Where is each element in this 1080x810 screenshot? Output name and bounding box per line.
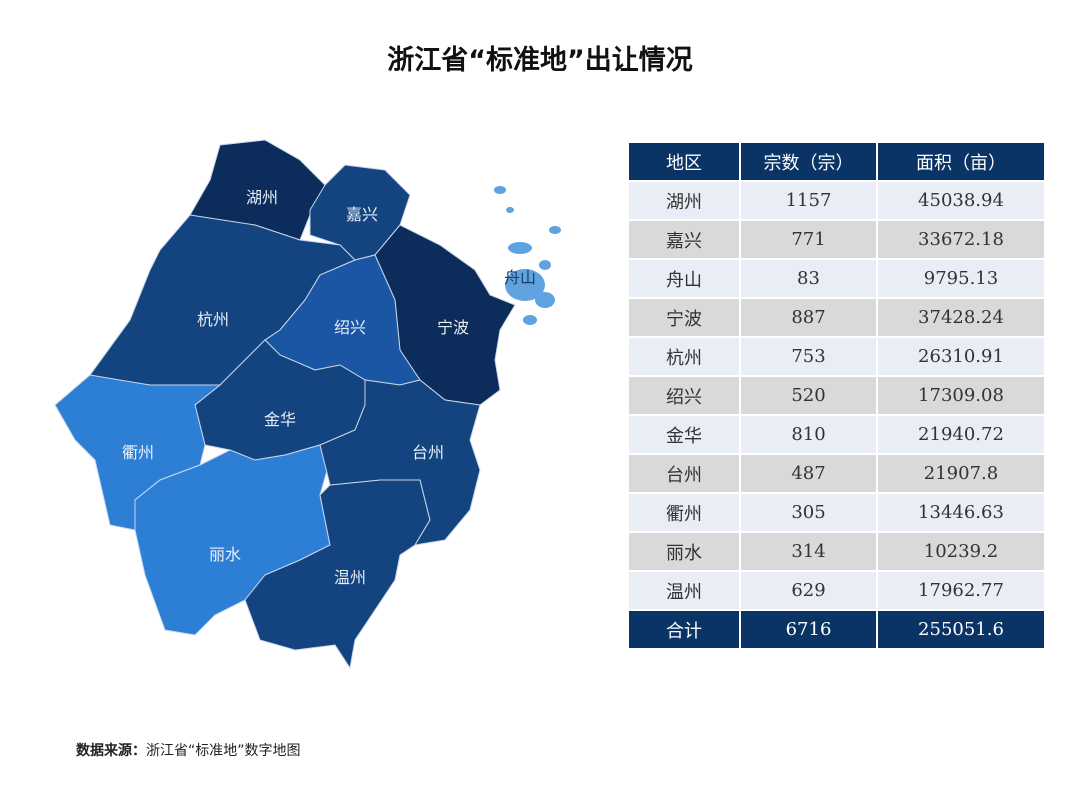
label-quzhou: 衢州	[122, 443, 154, 462]
label-jiaxing: 嘉兴	[346, 205, 378, 224]
table-row: 湖州 1157 45038.94	[627, 180, 1046, 221]
cell-count: 629	[739, 570, 878, 611]
cell-area: 17962.77	[876, 570, 1046, 611]
label-wenzhou: 温州	[334, 568, 366, 587]
cell-area: 21907.8	[876, 453, 1046, 494]
cell-region: 嘉兴	[627, 219, 741, 260]
table-row: 杭州 753 26310.91	[627, 336, 1046, 377]
cell-region: 绍兴	[627, 375, 741, 416]
label-ningbo: 宁波	[437, 318, 469, 337]
cell-area: 255051.6	[876, 609, 1046, 650]
cell-region: 台州	[627, 453, 741, 494]
cell-area: 13446.63	[876, 492, 1046, 533]
label-taizhou: 台州	[412, 443, 444, 462]
cell-area: 17309.08	[876, 375, 1046, 416]
region-taizhou	[319, 379, 481, 546]
data-source: 数据来源：浙江省“标准地”数字地图	[76, 740, 301, 760]
page-title: 浙江省“标准地”出让情况	[387, 45, 693, 76]
table-header-row: 地区 宗数（宗） 面积（亩）	[627, 141, 1046, 182]
cell-area: 45038.94	[876, 180, 1046, 221]
cell-region: 衢州	[627, 492, 741, 533]
cell-region: 合计	[627, 609, 741, 650]
label-zhoushan: 舟山	[504, 268, 536, 287]
cell-count: 887	[739, 297, 878, 338]
label-jinhua: 金华	[264, 410, 296, 429]
cell-region: 丽水	[627, 531, 741, 572]
label-shaoxing: 绍兴	[334, 318, 366, 337]
table-row: 丽水 314 10239.2	[627, 531, 1046, 572]
cell-count: 305	[739, 492, 878, 533]
label-lishui: 丽水	[209, 545, 241, 564]
cell-area: 9795.13	[876, 258, 1046, 299]
cell-area: 26310.91	[876, 336, 1046, 377]
table-row: 金华 810 21940.72	[627, 414, 1046, 455]
cell-count: 6716	[739, 609, 878, 650]
cell-count: 520	[739, 375, 878, 416]
table-row: 绍兴 520 17309.08	[627, 375, 1046, 416]
source-label: 数据来源：	[76, 743, 146, 759]
cell-count: 810	[739, 414, 878, 455]
zhejiang-map: 湖州 嘉兴 舟山 宁波 杭州 绍兴 金华 台州 衢州 丽水 温州	[54, 139, 561, 670]
header-region: 地区	[627, 141, 741, 182]
cell-area: 33672.18	[876, 219, 1046, 260]
cell-region: 湖州	[627, 180, 741, 221]
label-huzhou: 湖州	[246, 188, 278, 207]
table-row: 舟山 83 9795.13	[627, 258, 1046, 299]
cell-count: 83	[739, 258, 878, 299]
region-zhoushan	[494, 186, 561, 325]
cell-region: 宁波	[627, 297, 741, 338]
cell-area: 10239.2	[876, 531, 1046, 572]
header-count: 宗数（宗）	[739, 141, 878, 182]
source-text: 浙江省“标准地”数字地图	[146, 743, 301, 759]
land-transfer-table: 地区 宗数（宗） 面积（亩） 湖州 1157 45038.94 嘉兴 771 33672.…	[627, 141, 1046, 650]
header-area: 面积（亩）	[876, 141, 1046, 182]
cell-region: 金华	[627, 414, 741, 455]
table-total-row: 合计 6716 255051.6	[627, 609, 1046, 650]
table-row: 衢州 305 13446.63	[627, 492, 1046, 533]
table-row: 嘉兴 771 33672.18	[627, 219, 1046, 260]
cell-area: 21940.72	[876, 414, 1046, 455]
cell-region: 舟山	[627, 258, 741, 299]
cell-count: 314	[739, 531, 878, 572]
cell-region: 温州	[627, 570, 741, 611]
cell-count: 771	[739, 219, 878, 260]
cell-area: 37428.24	[876, 297, 1046, 338]
cell-region: 杭州	[627, 336, 741, 377]
cell-count: 487	[739, 453, 878, 494]
cell-count: 1157	[739, 180, 878, 221]
label-hangzhou: 杭州	[197, 310, 229, 329]
cell-count: 753	[739, 336, 878, 377]
table-row: 宁波 887 37428.24	[627, 297, 1046, 338]
table-row: 温州 629 17962.77	[627, 570, 1046, 611]
table-row: 台州 487 21907.8	[627, 453, 1046, 494]
